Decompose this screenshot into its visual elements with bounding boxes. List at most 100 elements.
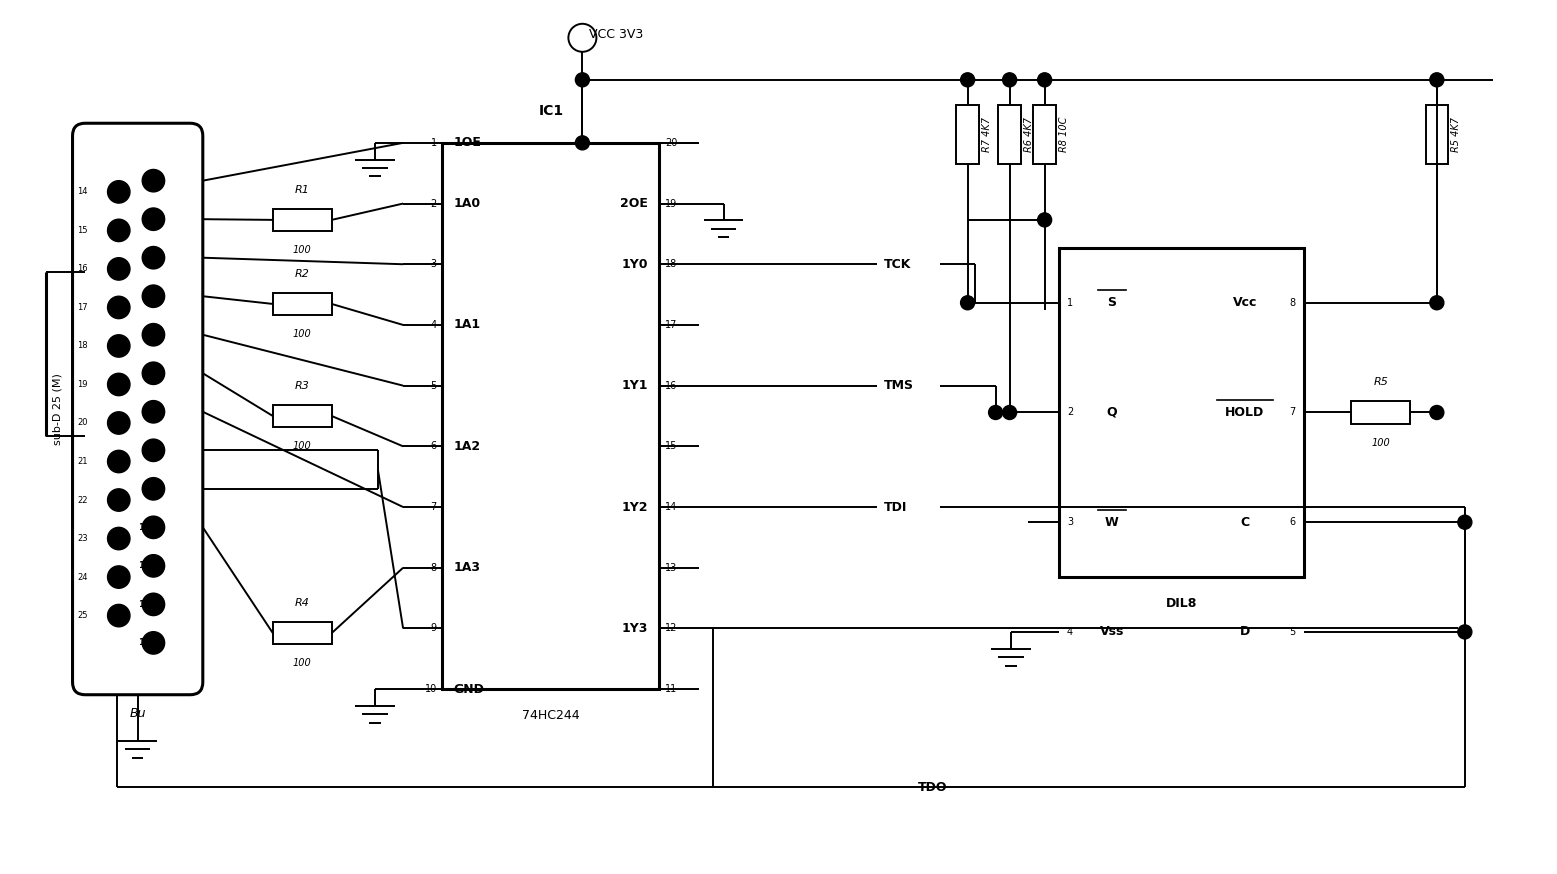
Circle shape	[142, 517, 165, 538]
Text: D: D	[1239, 626, 1250, 638]
Bar	[998, 105, 1021, 163]
Text: 1Y1: 1Y1	[621, 379, 648, 392]
Circle shape	[142, 208, 165, 231]
Text: C: C	[1241, 516, 1250, 529]
Text: 20: 20	[665, 138, 677, 148]
Circle shape	[107, 489, 129, 511]
Text: 10: 10	[139, 523, 151, 532]
Text: 16: 16	[78, 265, 87, 274]
Text: 1A0: 1A0	[453, 197, 481, 210]
Text: 7: 7	[430, 502, 436, 512]
Text: R1: R1	[294, 184, 310, 195]
Text: 5: 5	[430, 381, 436, 391]
Text: 24: 24	[78, 572, 87, 581]
Circle shape	[142, 323, 165, 346]
Circle shape	[142, 362, 165, 385]
Circle shape	[142, 632, 165, 654]
Circle shape	[107, 181, 129, 203]
Text: 14: 14	[78, 187, 87, 197]
Text: 1A2: 1A2	[453, 440, 481, 453]
Text: 11: 11	[665, 684, 677, 694]
Text: 16: 16	[665, 381, 677, 391]
Circle shape	[576, 135, 590, 149]
Text: R2: R2	[294, 268, 310, 279]
Text: 18: 18	[665, 260, 677, 269]
Text: 22: 22	[78, 496, 87, 504]
Text: 1: 1	[431, 138, 436, 148]
Bar	[1426, 105, 1448, 163]
Circle shape	[107, 219, 129, 241]
Circle shape	[961, 295, 975, 309]
Text: W: W	[1105, 516, 1119, 529]
Text: 15: 15	[665, 441, 677, 451]
Text: 8: 8	[145, 446, 151, 454]
Text: 5: 5	[1289, 627, 1295, 637]
Text: 19: 19	[78, 380, 87, 389]
Text: 12: 12	[665, 623, 677, 634]
Text: R5 4K7: R5 4K7	[1451, 117, 1460, 152]
Text: Q: Q	[1107, 406, 1118, 419]
Text: 23: 23	[78, 534, 87, 543]
Text: 19: 19	[665, 198, 677, 209]
Text: 3: 3	[431, 260, 436, 269]
Text: 8: 8	[1289, 298, 1295, 308]
Circle shape	[1429, 73, 1443, 87]
Bar	[1059, 248, 1303, 577]
Circle shape	[107, 605, 129, 627]
Text: 21: 21	[78, 457, 87, 466]
Text: 100: 100	[293, 658, 311, 669]
Circle shape	[142, 439, 165, 461]
FancyBboxPatch shape	[73, 123, 202, 695]
Text: TDI: TDI	[883, 501, 906, 514]
Circle shape	[142, 477, 165, 500]
Bar	[272, 209, 332, 231]
Text: 1A1: 1A1	[453, 318, 481, 331]
Circle shape	[107, 258, 129, 281]
Circle shape	[142, 555, 165, 577]
Text: 100: 100	[293, 329, 311, 339]
Text: 15: 15	[78, 225, 87, 235]
Circle shape	[961, 73, 975, 87]
Text: 6: 6	[1289, 517, 1295, 527]
Bar	[956, 105, 979, 163]
Text: 10: 10	[425, 684, 436, 694]
Text: 1A3: 1A3	[453, 561, 481, 574]
Text: 2OE: 2OE	[620, 197, 648, 210]
Text: 1Y0: 1Y0	[621, 258, 648, 271]
Circle shape	[142, 285, 165, 308]
Bar	[272, 622, 332, 644]
Bar	[272, 405, 332, 427]
Text: 11: 11	[139, 561, 151, 571]
Text: HOLD: HOLD	[1225, 406, 1264, 419]
Text: VCC 3V3: VCC 3V3	[590, 29, 643, 41]
Text: R5: R5	[1373, 378, 1389, 387]
Text: IC1: IC1	[539, 104, 564, 118]
Circle shape	[107, 450, 129, 473]
Text: 1: 1	[145, 177, 151, 185]
Text: 2: 2	[1067, 407, 1073, 418]
Circle shape	[107, 335, 129, 357]
Circle shape	[1429, 295, 1443, 309]
Text: R3: R3	[294, 381, 310, 391]
Text: 25: 25	[78, 611, 87, 620]
Text: Vcc: Vcc	[1233, 296, 1256, 309]
Text: 13: 13	[139, 638, 151, 648]
Circle shape	[1429, 406, 1443, 420]
Text: 12: 12	[139, 600, 151, 609]
Text: 74HC244: 74HC244	[522, 709, 579, 722]
Text: 4: 4	[431, 320, 436, 330]
Circle shape	[107, 412, 129, 434]
Circle shape	[142, 400, 165, 423]
Circle shape	[107, 565, 129, 588]
Text: 100: 100	[1372, 438, 1390, 447]
Text: 3: 3	[145, 253, 151, 262]
Circle shape	[576, 73, 590, 87]
Text: 8: 8	[431, 563, 436, 572]
Text: TCK: TCK	[883, 258, 911, 271]
Bar	[442, 142, 660, 689]
Text: R4: R4	[294, 598, 310, 608]
Text: 17: 17	[665, 320, 677, 330]
Text: TDO: TDO	[917, 780, 947, 794]
Text: 1OE: 1OE	[453, 136, 481, 149]
Bar	[1351, 401, 1411, 424]
